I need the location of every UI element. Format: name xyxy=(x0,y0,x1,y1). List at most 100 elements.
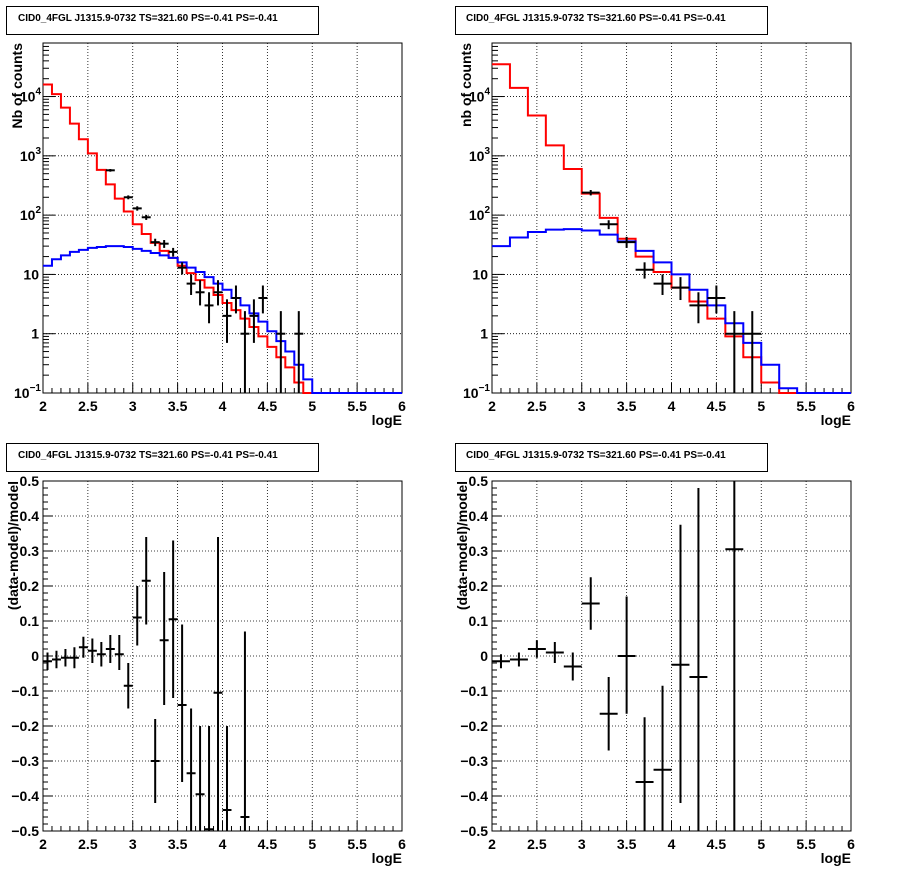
grid xyxy=(43,43,402,393)
y-axis-label: nb of counts xyxy=(458,43,474,127)
data-point xyxy=(60,649,70,667)
data-point xyxy=(617,596,636,714)
y-tick-label: 10−1 xyxy=(14,383,41,401)
data-point xyxy=(141,537,151,625)
data-point xyxy=(725,481,744,831)
data-point xyxy=(141,214,151,220)
data-point xyxy=(69,647,79,669)
data-point xyxy=(231,285,241,314)
data-point xyxy=(671,277,690,301)
y-tick-label: 1 xyxy=(31,326,39,342)
x-axis-label: logE xyxy=(372,850,402,866)
title-box xyxy=(6,443,319,472)
x-tick-label: 3.5 xyxy=(617,836,637,852)
data-point xyxy=(123,663,133,709)
data-point xyxy=(689,292,708,324)
y-tick-label: 0.4 xyxy=(469,508,489,524)
data-point xyxy=(51,650,61,669)
data-point xyxy=(725,311,744,393)
x-tick-label: 5 xyxy=(308,836,316,852)
data-point xyxy=(204,292,214,324)
data-point xyxy=(509,652,528,667)
y-tick-label: 0.5 xyxy=(469,473,489,489)
y-axis-label: (data-model)/model xyxy=(5,481,21,610)
data-point xyxy=(195,726,205,831)
data-point xyxy=(240,631,250,831)
y-tick-label: 0.3 xyxy=(20,543,40,559)
y-tick-label: −0.2 xyxy=(11,718,39,734)
data-point xyxy=(78,636,88,658)
x-tick-label: 2 xyxy=(39,836,47,852)
x-tick-label: 4.5 xyxy=(258,836,278,852)
data-point xyxy=(159,240,169,248)
panel-1: CID0_4FGL J1315.9-0732 TS=321.60 PS=-0.4… xyxy=(6,6,406,428)
x-tick-label: 4 xyxy=(668,836,676,852)
x-axis-label: logE xyxy=(821,850,851,866)
y-tick-label: 0.3 xyxy=(469,543,489,559)
y-tick-label: 0 xyxy=(480,648,488,664)
data-point xyxy=(599,220,618,230)
data-point xyxy=(87,638,97,663)
data-point xyxy=(653,685,672,831)
data-point xyxy=(581,190,600,196)
y-tick-label: 0.1 xyxy=(469,613,489,629)
data-point xyxy=(276,311,286,393)
x-tick-label: 5.5 xyxy=(796,398,816,414)
data-point xyxy=(635,717,654,831)
data-point xyxy=(492,654,510,669)
y-tick-label: 102 xyxy=(20,205,42,223)
y-tick-label: 103 xyxy=(469,146,491,164)
y-tick-label: 0.2 xyxy=(20,578,40,594)
data-point xyxy=(177,262,187,275)
data-point xyxy=(294,311,304,393)
data-point xyxy=(159,572,169,705)
y-tick-label: 0.4 xyxy=(20,508,40,524)
x-tick-label: 5 xyxy=(757,398,765,414)
data-point xyxy=(114,635,124,670)
panel-3: CID0_4FGL J1315.9-0732 TS=321.60 PS=-0.4… xyxy=(5,443,406,866)
model-series-red xyxy=(492,63,851,394)
chart-title: CID0_4FGL J1315.9-0732 TS=321.60 PS=-0.4… xyxy=(466,450,726,461)
y-tick-label: −0.4 xyxy=(460,788,488,804)
data-point xyxy=(150,238,160,247)
chart-title: CID0_4FGL J1315.9-0732 TS=321.60 PS=-0.4… xyxy=(18,450,278,461)
data-point xyxy=(168,540,178,698)
x-tick-label: 3 xyxy=(129,836,137,852)
data-point xyxy=(563,652,582,681)
x-tick-label: 2 xyxy=(39,398,47,414)
y-axis-label: Nb of counts xyxy=(9,43,25,129)
grid xyxy=(43,481,402,831)
title-box xyxy=(455,6,768,35)
data-point xyxy=(105,635,115,663)
data-point xyxy=(249,299,259,343)
y-tick-label: 1 xyxy=(480,326,488,342)
y-tick-label: 0 xyxy=(31,648,39,664)
data-point xyxy=(653,274,672,295)
x-tick-label: 4 xyxy=(219,398,227,414)
y-tick-label: 104 xyxy=(469,87,491,105)
x-tick-label: 3.5 xyxy=(168,836,188,852)
x-tick-label: 2 xyxy=(488,398,496,414)
data-point xyxy=(240,311,250,393)
y-axis-label: (data-model)/model xyxy=(454,481,470,610)
data-point xyxy=(186,708,196,831)
x-tick-label: 6 xyxy=(847,836,855,852)
grid xyxy=(492,481,851,831)
data-point xyxy=(132,586,142,646)
y-tick-label: 0.1 xyxy=(20,613,40,629)
x-tick-label: 2.5 xyxy=(78,398,98,414)
x-tick-label: 2 xyxy=(488,836,496,852)
x-tick-label: 6 xyxy=(398,398,406,414)
data-point xyxy=(222,726,232,831)
data-point xyxy=(222,299,232,343)
data-point xyxy=(581,577,600,630)
title-box xyxy=(6,6,319,35)
data-point xyxy=(671,524,690,803)
y-tick-label: −0.3 xyxy=(11,753,39,769)
x-tick-label: 3 xyxy=(578,398,586,414)
model-series-blue xyxy=(43,245,402,394)
y-tick-label: −0.5 xyxy=(11,823,39,839)
y-tick-label: 102 xyxy=(469,205,491,223)
y-tick-label: 0.5 xyxy=(20,473,40,489)
y-tick-label: 103 xyxy=(20,146,42,164)
